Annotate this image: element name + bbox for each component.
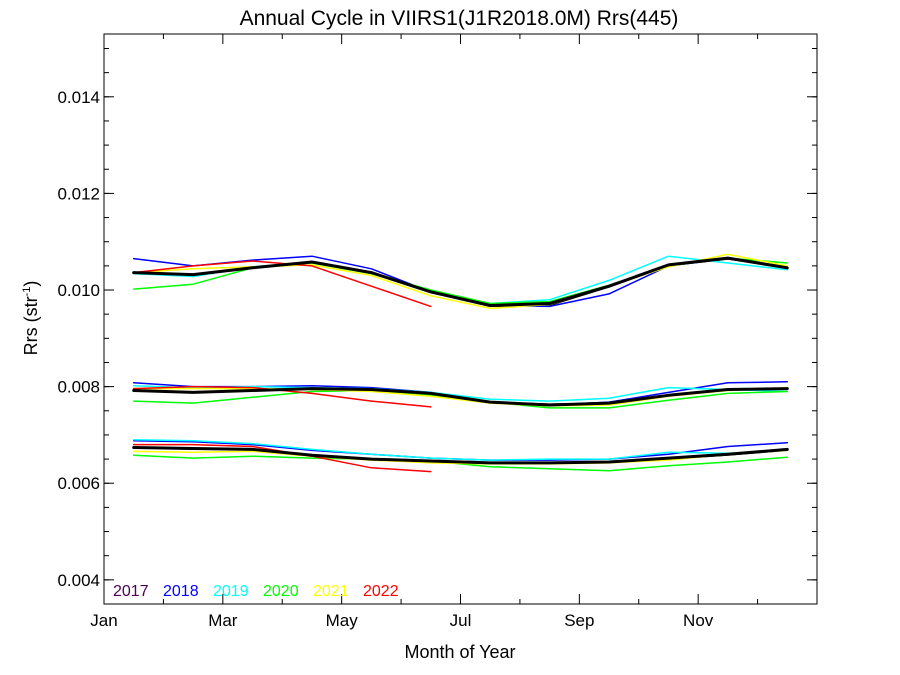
legend-item: 2019 [213,583,249,600]
x-tick-label: May [326,611,359,630]
x-tick-label: Sep [564,611,594,630]
x-tick-label: Mar [208,611,238,630]
series-group [132,439,789,473]
series-line [132,446,789,465]
y-tick-label: 0.014 [57,88,100,107]
legend-item: 2022 [363,583,399,600]
legend: 2017 2018 2019 2020 2021 2022 [113,583,399,600]
series-group [132,253,789,310]
legend-item: 2021 [313,583,349,600]
y-tick-label: 0.004 [57,571,100,590]
y-axis-label-superscript: -1 [21,287,33,297]
legend-item: 2018 [163,583,199,600]
y-axis-label-text: Rrs (str [21,296,41,355]
series-line [132,387,789,407]
series-layer [132,253,789,473]
x-axis-label: Month of Year [404,642,515,662]
x-tick-label: Jan [90,611,117,630]
axis-ticks: 0.004 0.006 0.008 0.010 0.012 0.014 Jan Mar May J… [57,34,817,630]
legend-item: 2017 [113,583,149,600]
y-tick-label: 0.008 [57,378,100,397]
y-tick-label: 0.010 [57,281,100,300]
y-tick-label: 0.012 [57,184,100,203]
y-axis-label-close: ) [21,281,41,287]
series-group [132,381,789,409]
svg-text:Rrs (str-1): Rrs (str-1) [21,281,41,356]
series-line [132,256,789,307]
legend-item: 2020 [263,583,299,600]
x-tick-label: Jul [450,611,472,630]
series-line [132,439,789,461]
plot-frame [103,33,818,605]
chart-title: Annual Cycle in VIIRS1(J1R2018.0M) Rrs(4… [240,7,679,30]
y-axis-label: Rrs (str-1) [21,281,41,356]
y-tick-label: 0.006 [57,474,100,493]
x-tick-label: Nov [683,611,714,630]
